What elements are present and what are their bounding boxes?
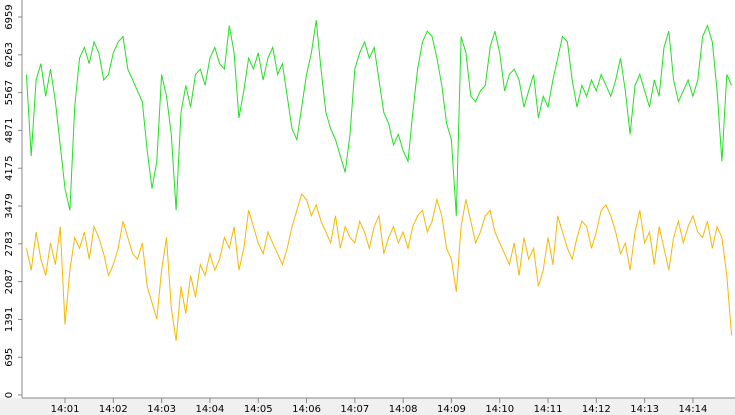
x-tick-label: 14:03 [147, 404, 176, 415]
y-tick-label: 1391 [4, 307, 15, 332]
x-tick-label: 14:05 [244, 404, 273, 415]
y-tick-label: 6263 [4, 42, 15, 67]
x-tick-label: 14:12 [582, 404, 611, 415]
series-line [25, 192, 733, 341]
x-tick-label: 14:06 [292, 404, 321, 415]
y-tick-label: 6959 [4, 4, 15, 29]
y-tick-label: 4871 [4, 118, 15, 143]
x-tick-label: 14:10 [485, 404, 514, 415]
x-tick-label: 14:11 [534, 404, 563, 415]
x-tick-label: 14:08 [389, 404, 418, 415]
x-tick-label: 14:07 [340, 404, 369, 415]
y-tick-label: 4175 [4, 155, 15, 180]
x-axis-band [0, 398, 735, 415]
x-tick-label: 14:09 [437, 404, 466, 415]
x-tick-label: 14:02 [99, 404, 128, 415]
x-tick-label: 14:01 [51, 404, 80, 415]
y-tick-label: 0 [4, 392, 15, 398]
y-tick-label: 2783 [4, 231, 15, 256]
series-line [25, 20, 733, 216]
y-tick-label: 2087 [4, 269, 15, 294]
y-tick-label: 5567 [4, 80, 15, 105]
x-tick-label: 14:14 [679, 404, 708, 415]
x-tick-label: 14:13 [630, 404, 659, 415]
y-tick-label: 3479 [4, 193, 15, 218]
y-tick-label: 695 [4, 348, 15, 367]
x-tick-label: 14:04 [196, 404, 225, 415]
